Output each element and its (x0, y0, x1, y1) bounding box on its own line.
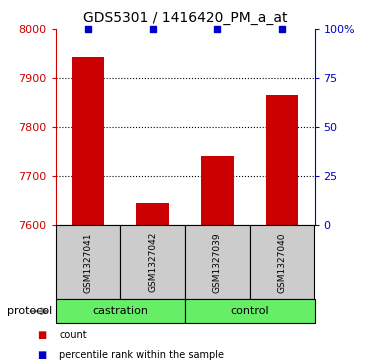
Bar (201, 156, 233, 225)
Bar (137, 203, 169, 225)
Text: GSM1327041: GSM1327041 (83, 232, 92, 293)
Text: ■: ■ (37, 350, 46, 360)
Bar (72, 57, 104, 225)
Text: GSM1327042: GSM1327042 (148, 232, 157, 293)
Text: GSM1327040: GSM1327040 (278, 232, 287, 293)
Bar (266, 95, 298, 225)
Text: GSM1327039: GSM1327039 (213, 232, 222, 293)
Text: count: count (59, 330, 87, 340)
Text: control: control (231, 306, 269, 316)
Text: castration: castration (92, 306, 148, 316)
Text: GDS5301 / 1416420_PM_a_at: GDS5301 / 1416420_PM_a_at (83, 11, 287, 25)
Text: percentile rank within the sample: percentile rank within the sample (59, 350, 224, 360)
Text: protocol: protocol (7, 306, 53, 316)
Text: ■: ■ (37, 330, 46, 340)
